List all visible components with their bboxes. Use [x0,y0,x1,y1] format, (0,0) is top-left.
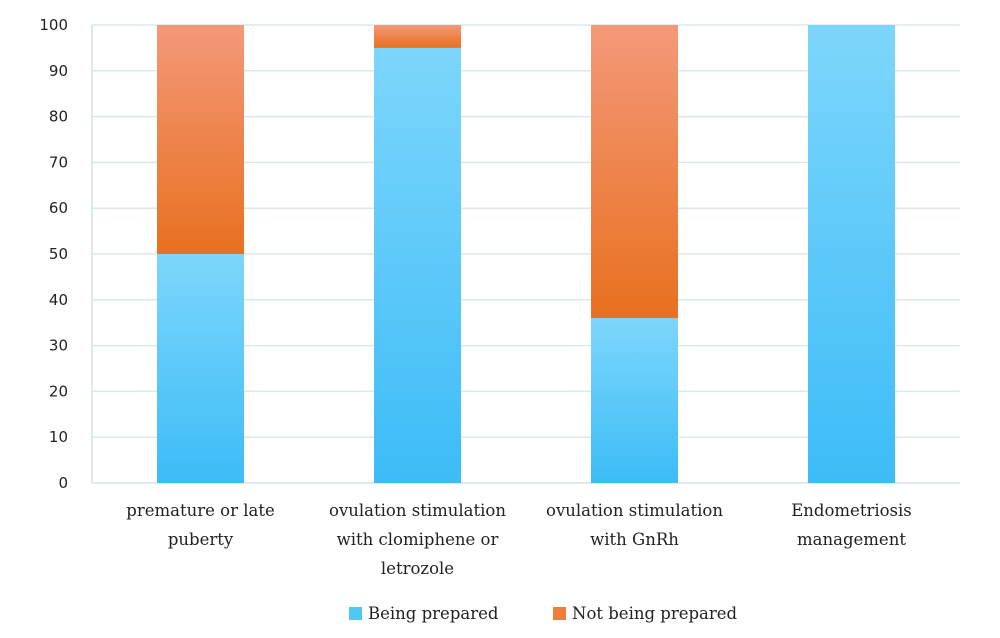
legend-swatch-not-being-prepared [553,607,566,620]
legend: Being prepared Not being prepared [0,600,1000,630]
legend-swatch-being-prepared [349,607,362,620]
y-tick-label: 40 [49,291,68,309]
stacked-bar-chart: 0 10 20 30 40 50 60 70 80 90 100 premature or late p… [39,16,960,578]
x-category-label: ovulation stimulation [329,501,506,520]
y-tick-label: 80 [49,108,68,126]
x-category-label: ovulation stimulation [546,501,723,520]
x-category-label: Endometriosis [791,501,912,520]
y-tick-label: 90 [49,62,68,80]
x-category-label: puberty [168,530,234,549]
bar-segment [591,318,678,483]
legend-item-not-being-prepared: Not being prepared [553,604,737,623]
x-category-label: with GnRh [590,530,679,549]
bar-segment [157,254,244,483]
x-category-label: letrozole [381,559,454,578]
y-tick-label: 70 [49,153,68,171]
y-tick-label: 20 [49,382,68,400]
y-tick-label: 50 [49,245,68,263]
y-tick-label: 10 [49,428,68,446]
legend-label-not-being-prepared: Not being prepared [572,604,738,623]
legend-item-being-prepared: Being prepared [349,604,498,623]
y-tick-label: 0 [58,474,68,492]
bar-segment [374,25,461,48]
bar-segment [157,25,244,254]
legend-label-being-prepared: Being prepared [368,604,499,623]
x-category-label: with clomiphene or [337,530,499,549]
y-tick-label: 60 [49,199,68,217]
bar-segment [591,25,678,319]
x-category-label: premature or late [126,501,274,520]
x-category-label: management [797,530,906,549]
y-tick-label: 100 [39,16,68,34]
labels: 0 10 20 30 40 50 60 70 80 90 100 premature or late p… [39,16,911,578]
bars [157,25,895,484]
y-tick-label: 30 [49,337,68,355]
bar-segment [374,47,461,484]
bar-segment [808,25,895,483]
